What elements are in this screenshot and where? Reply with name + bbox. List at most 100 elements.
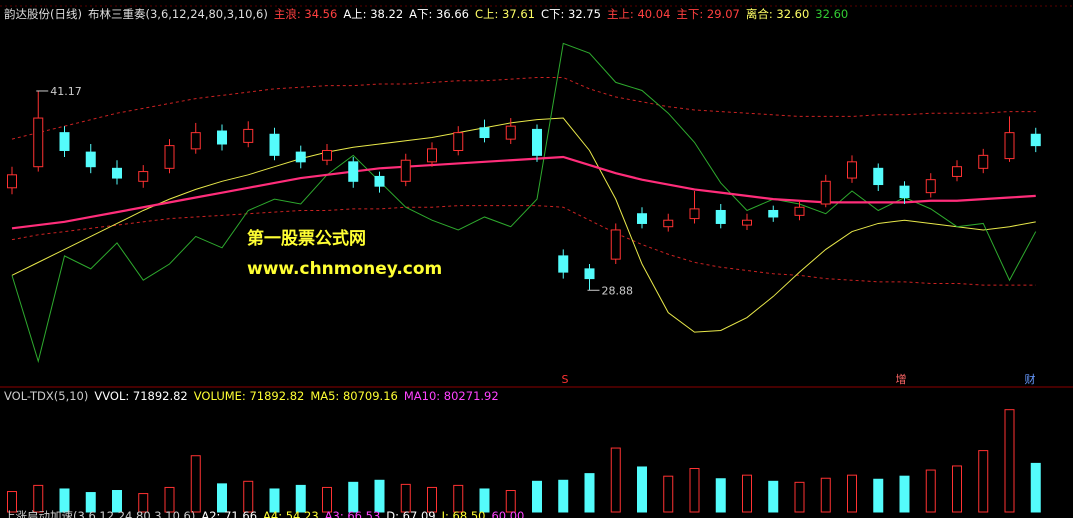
candle-body bbox=[190, 132, 201, 150]
candle-body bbox=[295, 151, 306, 163]
event-marker: 财 bbox=[1025, 372, 1036, 386]
candle-body bbox=[610, 229, 621, 260]
header-item: C下: 32.75 bbox=[540, 7, 601, 21]
indicator-line bbox=[11, 77, 1036, 140]
candle-body bbox=[59, 132, 70, 151]
candle-body bbox=[925, 179, 936, 194]
header-item: J: 68.50 bbox=[441, 509, 486, 518]
volume-bar bbox=[453, 484, 464, 513]
volume-bar bbox=[85, 492, 96, 513]
volume-bar bbox=[374, 479, 385, 513]
volume-bar bbox=[427, 486, 437, 513]
volume-bar bbox=[899, 475, 910, 513]
header-item: A3: 66.53 bbox=[324, 509, 381, 518]
volume-bar bbox=[7, 491, 17, 513]
candle-body bbox=[164, 145, 175, 169]
indicator-line bbox=[11, 117, 1036, 333]
candle-body bbox=[742, 219, 752, 226]
header-item: 60.00 bbox=[491, 509, 525, 518]
volume-bar bbox=[742, 474, 752, 513]
candle-body bbox=[1004, 132, 1015, 160]
candle-body bbox=[637, 213, 647, 224]
volume-bar bbox=[505, 490, 516, 513]
candle-body bbox=[85, 151, 96, 168]
header-item: A下: 36.66 bbox=[409, 7, 469, 21]
header-item: 上涨启动加速(3,6,12,24,80,3,10,6) bbox=[4, 509, 196, 518]
candle-body bbox=[427, 148, 437, 163]
candle-body bbox=[952, 166, 962, 177]
candle-body bbox=[479, 127, 490, 139]
volume-bar bbox=[479, 488, 490, 513]
watermark: 第一股票公式网 bbox=[247, 229, 366, 249]
volume-bar bbox=[715, 478, 726, 513]
volume-bar bbox=[217, 483, 227, 513]
candle-body bbox=[112, 167, 122, 179]
volume-bar bbox=[295, 484, 306, 513]
main-header: 韵达股份(日线) 布林三重奏(3,6,12,24,80,3,10,6) 主浪: 34… bbox=[4, 7, 854, 21]
volume-bar bbox=[138, 493, 149, 513]
header-item: 主浪: 34.56 bbox=[273, 7, 338, 21]
volume-bar bbox=[952, 465, 962, 513]
volume-bar bbox=[637, 466, 647, 513]
volume-bar bbox=[269, 488, 280, 513]
candle-body bbox=[243, 128, 254, 143]
volume-bar bbox=[1004, 409, 1015, 513]
volume-bar bbox=[794, 481, 805, 513]
candle-body bbox=[505, 125, 516, 140]
header-item: D: 67.09 bbox=[386, 509, 436, 518]
volume-bar bbox=[532, 480, 542, 513]
candle-body bbox=[7, 174, 17, 189]
candle-body bbox=[584, 268, 595, 280]
volume-bar bbox=[1030, 462, 1041, 513]
candle-body bbox=[978, 154, 989, 169]
volume-bar bbox=[768, 480, 779, 513]
header-item: A4: 54.23 bbox=[263, 509, 319, 518]
price-annotation: 41.17 bbox=[50, 85, 82, 98]
volume-bar bbox=[873, 478, 884, 513]
candle-body bbox=[374, 175, 385, 187]
volume-bar bbox=[558, 479, 569, 513]
volume-bar bbox=[820, 477, 831, 513]
candle-body bbox=[453, 132, 464, 151]
volume-bar bbox=[400, 483, 411, 513]
candle-body bbox=[33, 117, 44, 168]
volume-bar bbox=[59, 488, 70, 513]
candle-body bbox=[348, 161, 359, 182]
candle-body bbox=[138, 171, 149, 182]
volume-bar bbox=[610, 447, 621, 513]
event-marker: S bbox=[562, 373, 569, 386]
candle-body bbox=[532, 128, 542, 156]
volume-bar bbox=[190, 455, 201, 513]
volume-bar bbox=[243, 480, 254, 513]
event-marker: 增 bbox=[896, 372, 907, 386]
candle-body bbox=[768, 209, 779, 218]
header-item: VVOL: 71892.82 bbox=[94, 389, 188, 403]
candle-body bbox=[217, 130, 227, 145]
header-item: 主上: 40.04 bbox=[606, 7, 671, 21]
volume-bar bbox=[925, 469, 936, 513]
candle-body bbox=[847, 161, 857, 179]
candle-body bbox=[322, 149, 332, 161]
indicator-line bbox=[11, 42, 1037, 364]
candle-body bbox=[1030, 133, 1041, 147]
volume-bar bbox=[584, 473, 595, 513]
volume-bar bbox=[33, 484, 44, 513]
header-item: 离合: 32.60 bbox=[745, 7, 810, 21]
header-item: C上: 37.61 bbox=[474, 7, 535, 21]
header-item: VOL-TDX(5,10) bbox=[4, 389, 89, 403]
volume-bar bbox=[164, 486, 175, 513]
header-item: MA10: 80271.92 bbox=[403, 389, 499, 403]
candle-body bbox=[663, 219, 674, 228]
volume-bar bbox=[348, 481, 359, 513]
indicator-header: 上涨启动加速(3,6,12,24,80,3,10,6) A2: 71.66 A4: … bbox=[4, 509, 530, 518]
header-item: MA5: 80709.16 bbox=[310, 389, 398, 403]
candle-body bbox=[820, 180, 831, 205]
volume-bar bbox=[689, 468, 700, 513]
watermark: www.chnmoney.com bbox=[247, 259, 443, 279]
indicator-line bbox=[11, 205, 1036, 286]
candle-body bbox=[269, 133, 280, 156]
header-item: 32.60 bbox=[815, 7, 849, 21]
candle-body bbox=[873, 167, 884, 186]
